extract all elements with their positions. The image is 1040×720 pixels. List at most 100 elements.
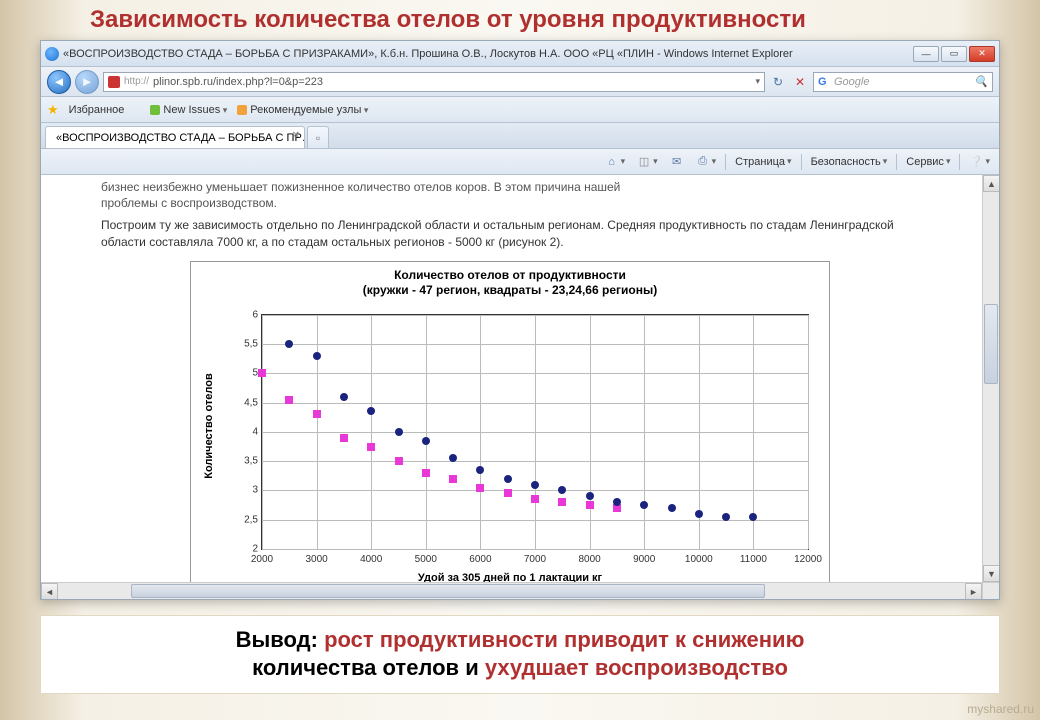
scroll-right-icon[interactable]: ► bbox=[965, 583, 982, 599]
forward-button[interactable]: ► bbox=[75, 70, 99, 94]
tab-close-icon[interactable]: ✕ bbox=[292, 130, 300, 141]
scroll-track[interactable] bbox=[58, 583, 965, 599]
chart: Количество отелов от продуктивности (кру… bbox=[190, 261, 830, 591]
url-text: plinor.spb.ru/index.php?l=0&p=223 bbox=[153, 76, 323, 88]
tools-menu[interactable]: Сервис bbox=[903, 156, 953, 168]
xtick-label: 3000 bbox=[305, 554, 327, 565]
grid-line bbox=[644, 315, 645, 549]
xtick-label: 10000 bbox=[685, 554, 713, 565]
data-point-circle bbox=[613, 498, 621, 506]
xtick-label: 6000 bbox=[469, 554, 491, 565]
data-point-circle bbox=[449, 454, 457, 462]
resize-grip[interactable] bbox=[982, 582, 999, 599]
stop-button[interactable]: ✕ bbox=[791, 73, 809, 91]
mail-button[interactable]: ✉ bbox=[667, 155, 687, 169]
ytick-label: 4,5 bbox=[228, 397, 258, 408]
new-tab-button[interactable]: ▫ bbox=[307, 126, 329, 148]
ytick-label: 6 bbox=[228, 309, 258, 320]
data-point-square bbox=[422, 469, 430, 477]
favorites-star-icon[interactable]: ★ bbox=[47, 102, 59, 118]
data-point-circle bbox=[531, 481, 539, 489]
scroll-thumb[interactable] bbox=[131, 584, 766, 598]
search-icon[interactable]: 🔍 bbox=[974, 75, 988, 88]
chart-title-line2: (кружки - 47 регион, квадраты - 23,24,66… bbox=[197, 283, 823, 298]
cutoff-text-2: проблемы с воспроизводством. bbox=[101, 195, 919, 211]
favorite-new-issues[interactable]: New Issues bbox=[150, 104, 227, 116]
fav-item-label: New Issues bbox=[163, 104, 227, 116]
window-title: «ВОСПРОИЗВОДСТВО СТАДА – БОРЬБА С ПРИЗРА… bbox=[63, 48, 913, 60]
data-point-square bbox=[558, 498, 566, 506]
xtick-label: 2000 bbox=[251, 554, 273, 565]
tabs-bar: «ВОСПРОИЗВОДСТВО СТАДА – БОРЬБА С ПР… ✕ … bbox=[41, 123, 999, 149]
help-button[interactable]: ❔▾ bbox=[966, 155, 993, 169]
scroll-down-icon[interactable]: ▼ bbox=[983, 565, 999, 582]
conclusion-red1: рост продуктивности приводит к снижению bbox=[324, 627, 804, 652]
fav-item-label: Рекомендуемые узлы bbox=[250, 104, 368, 116]
address-bar[interactable]: http:// plinor.spb.ru/index.php?l=0&p=22… bbox=[103, 72, 765, 92]
ytick-label: 2 bbox=[228, 543, 258, 554]
maximize-button[interactable]: ▭ bbox=[941, 46, 967, 62]
conclusion-red2: ухудшает воспроизводство bbox=[485, 655, 788, 680]
scroll-thumb[interactable] bbox=[984, 304, 998, 384]
xtick-label: 11000 bbox=[740, 554, 767, 565]
chart-title-line1: Количество отелов от продуктивности bbox=[197, 268, 823, 283]
page-content: бизнес неизбежно уменьшает пожизненное к… bbox=[41, 175, 999, 599]
data-point-circle bbox=[586, 492, 594, 500]
vertical-scrollbar[interactable]: ▲ ▼ bbox=[982, 175, 999, 582]
scroll-track[interactable] bbox=[983, 192, 999, 565]
grid-line bbox=[317, 315, 318, 549]
data-point-circle bbox=[504, 475, 512, 483]
data-point-circle bbox=[340, 393, 348, 401]
watermark: myshared.ru bbox=[967, 702, 1034, 716]
paragraph: Построим ту же зависимость отдельно по Л… bbox=[101, 217, 919, 251]
refresh-button[interactable]: ↻ bbox=[769, 73, 787, 91]
navbar: ◄ ► http:// plinor.spb.ru/index.php?l=0&… bbox=[41, 67, 999, 97]
ytick-label: 5 bbox=[228, 368, 258, 379]
folder-icon bbox=[237, 105, 247, 115]
favorite-recommended[interactable]: Рекомендуемые узлы bbox=[237, 104, 368, 116]
xtick-label: 8000 bbox=[578, 554, 600, 565]
safety-menu[interactable]: Безопасность bbox=[808, 156, 891, 168]
ytick-label: 2,5 bbox=[228, 514, 258, 525]
ytick-label: 3 bbox=[228, 485, 258, 496]
grid-line bbox=[371, 315, 372, 549]
home-button[interactable]: ⌂▾ bbox=[602, 155, 629, 169]
minimize-button[interactable]: — bbox=[913, 46, 939, 62]
dropdown-icon[interactable]: ▾ bbox=[755, 76, 760, 87]
data-point-square bbox=[586, 501, 594, 509]
mail-icon: ✉ bbox=[670, 155, 684, 169]
grid-line bbox=[535, 315, 536, 549]
scroll-left-icon[interactable]: ◄ bbox=[41, 583, 58, 599]
back-button[interactable]: ◄ bbox=[47, 70, 71, 94]
page-favicon bbox=[108, 76, 120, 88]
search-field[interactable]: G Google 🔍 bbox=[813, 72, 993, 92]
grid-line bbox=[590, 315, 591, 549]
titlebar: «ВОСПРОИЗВОДСТВО СТАДА – БОРЬБА С ПРИЗРА… bbox=[41, 41, 999, 67]
feeds-button[interactable]: ◫▾ bbox=[634, 155, 661, 169]
data-point-circle bbox=[285, 340, 293, 348]
xtick-label: 7000 bbox=[524, 554, 546, 565]
data-point-square bbox=[531, 495, 539, 503]
chart-ylabel: Количество отелов bbox=[203, 373, 215, 478]
grid-line bbox=[426, 315, 427, 549]
xtick-label: 4000 bbox=[360, 554, 382, 565]
ytick-label: 3,5 bbox=[228, 456, 258, 467]
close-button[interactable]: ✕ bbox=[969, 46, 995, 62]
print-button[interactable]: ⎙▾ bbox=[693, 155, 720, 169]
data-point-circle bbox=[558, 486, 566, 494]
scroll-up-icon[interactable]: ▲ bbox=[983, 175, 999, 192]
data-point-circle bbox=[476, 466, 484, 474]
ytick-label: 4 bbox=[228, 426, 258, 437]
help-icon: ❔ bbox=[969, 155, 983, 169]
slide-title: Зависимость количества отелов от уровня … bbox=[0, 0, 1040, 36]
tab-active[interactable]: «ВОСПРОИЗВОДСТВО СТАДА – БОРЬБА С ПР… ✕ bbox=[45, 126, 305, 148]
chart-plot-area: 22,533,544,555,5620003000400050006000700… bbox=[261, 314, 809, 550]
data-point-circle bbox=[395, 428, 403, 436]
conclusion-lead: Вывод: bbox=[236, 627, 324, 652]
command-bar: ⌂▾ ◫▾ ✉ ⎙▾ Страница Безопасность Сервис … bbox=[41, 149, 999, 175]
page-menu[interactable]: Страница bbox=[732, 156, 794, 168]
favorites-label[interactable]: Избранное bbox=[69, 104, 125, 116]
data-point-square bbox=[367, 443, 375, 451]
browser-window: «ВОСПРОИЗВОДСТВО СТАДА – БОРЬБА С ПРИЗРА… bbox=[40, 40, 1000, 600]
horizontal-scrollbar[interactable]: ◄ ► bbox=[41, 582, 982, 599]
